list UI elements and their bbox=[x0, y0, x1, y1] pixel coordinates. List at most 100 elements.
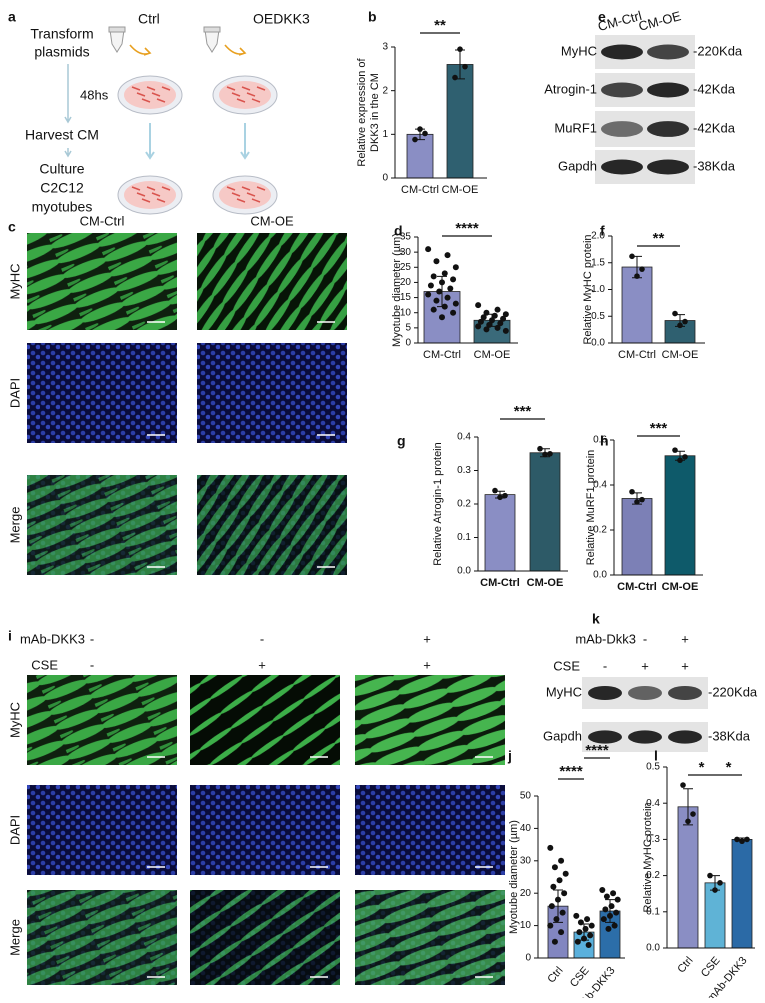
y-tick-label: 0.5 bbox=[591, 311, 605, 322]
cell bbox=[131, 186, 141, 191]
panel-letter: c bbox=[8, 219, 16, 235]
data-point bbox=[599, 886, 606, 893]
data-point bbox=[500, 315, 507, 322]
data-point bbox=[558, 929, 565, 936]
y-tick-label: 2 bbox=[382, 85, 388, 96]
significance-label: **** bbox=[585, 742, 609, 759]
data-point bbox=[744, 836, 750, 843]
column-label: CM-OE bbox=[250, 213, 294, 228]
y-tick-label: 10 bbox=[400, 307, 412, 318]
data-point bbox=[475, 302, 482, 309]
group-label: Ctrl bbox=[138, 11, 160, 27]
data-point bbox=[634, 499, 640, 505]
bar bbox=[731, 839, 753, 949]
protein-label: MyHC bbox=[561, 43, 597, 58]
y-tick-label: 0.0 bbox=[591, 338, 605, 349]
flow-arrow bbox=[145, 123, 155, 160]
size-label: -38Kda bbox=[708, 728, 751, 743]
data-point bbox=[433, 258, 440, 265]
data-point bbox=[502, 492, 508, 499]
cell bbox=[146, 186, 156, 191]
y-axis-label: Relative Atrogin-1 protein bbox=[432, 442, 444, 566]
significance-label: * bbox=[726, 759, 732, 776]
column-label: CM-OE bbox=[637, 8, 683, 34]
category-label: CM-Ctrl bbox=[618, 349, 656, 361]
y-tick-label: 1.0 bbox=[591, 284, 605, 295]
treatment-sign: - bbox=[260, 631, 264, 646]
cell bbox=[151, 192, 161, 197]
protein-label: MuRF1 bbox=[554, 120, 597, 135]
data-point bbox=[430, 273, 437, 280]
y-axis-label: Relative MyHC protein bbox=[642, 802, 654, 912]
y-tick-label: 20 bbox=[400, 277, 412, 288]
blot-band bbox=[588, 685, 622, 701]
y-tick-label: 3 bbox=[382, 42, 388, 53]
y-axis-label: Relative MyHC protein bbox=[582, 234, 594, 344]
data-point bbox=[441, 303, 448, 310]
category-label: CM-OE bbox=[527, 577, 564, 589]
data-point bbox=[412, 136, 418, 143]
bar bbox=[446, 64, 474, 179]
significance-label: ** bbox=[434, 17, 446, 34]
size-label: -42Kda bbox=[693, 120, 736, 135]
significance-label: ** bbox=[653, 230, 665, 247]
cell bbox=[241, 186, 251, 191]
treatment-sign: - bbox=[643, 631, 647, 646]
data-point bbox=[608, 903, 615, 910]
data-point bbox=[489, 317, 495, 324]
y-tick-label: 25 bbox=[400, 262, 412, 273]
data-point bbox=[611, 922, 618, 929]
protein-label: MyHC bbox=[546, 684, 582, 699]
treatment-sign: + bbox=[681, 658, 689, 673]
cell bbox=[256, 86, 266, 91]
cell bbox=[241, 86, 251, 91]
data-point bbox=[497, 494, 503, 501]
data-point bbox=[457, 46, 463, 52]
cell bbox=[161, 86, 171, 91]
data-point bbox=[629, 488, 635, 495]
data-point bbox=[439, 314, 445, 321]
data-point bbox=[548, 903, 555, 910]
dish-medium bbox=[124, 81, 176, 109]
data-point bbox=[436, 288, 443, 295]
data-point bbox=[558, 857, 565, 864]
data-point bbox=[452, 74, 458, 81]
y-tick-label: 0.3 bbox=[457, 465, 471, 476]
treatment-sign: + bbox=[423, 631, 431, 646]
treatment-label: CSE bbox=[31, 657, 58, 672]
data-point bbox=[677, 457, 683, 464]
data-point bbox=[494, 324, 501, 331]
micrograph bbox=[27, 675, 177, 765]
data-point bbox=[672, 447, 678, 453]
step-text: Culture bbox=[39, 161, 84, 177]
dish-medium bbox=[219, 181, 271, 209]
data-point bbox=[555, 896, 561, 903]
cell bbox=[226, 86, 236, 91]
data-point bbox=[739, 838, 745, 845]
y-tick-label: 0.2 bbox=[646, 870, 660, 881]
y-tick-label: 30 bbox=[400, 247, 412, 258]
y-tick-label: 15 bbox=[400, 292, 412, 303]
panel-letter: i bbox=[8, 628, 12, 644]
category-label: CM-OE bbox=[474, 349, 511, 361]
cell bbox=[136, 192, 146, 197]
data-point bbox=[450, 276, 457, 283]
data-point bbox=[486, 321, 493, 328]
dish-medium bbox=[219, 81, 271, 109]
cell bbox=[136, 92, 146, 97]
flow-arrow bbox=[64, 148, 72, 158]
size-label: -38Kda bbox=[693, 158, 736, 173]
data-point bbox=[600, 916, 607, 923]
blot-band bbox=[601, 159, 643, 175]
y-tick-label: 0.1 bbox=[646, 906, 660, 917]
data-point bbox=[475, 323, 482, 330]
data-point bbox=[430, 306, 437, 313]
data-point bbox=[477, 318, 484, 325]
data-point bbox=[610, 890, 617, 897]
micrograph bbox=[27, 890, 177, 985]
y-tick-label: 35 bbox=[400, 232, 412, 243]
cell bbox=[236, 98, 246, 103]
step-text: C2C12 bbox=[40, 180, 84, 196]
y-tick-label: 1.5 bbox=[591, 257, 605, 268]
